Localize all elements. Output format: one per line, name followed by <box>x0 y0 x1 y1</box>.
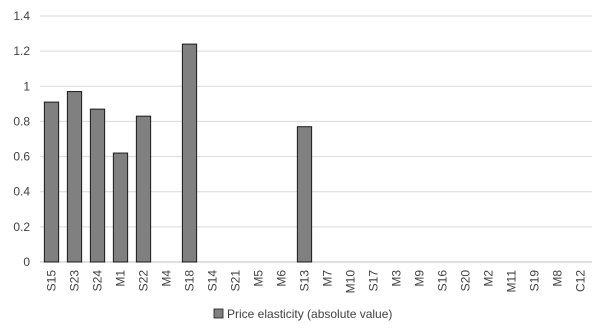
y-axis-tick-labels: 0 0.2 0.4 0.6 0.8 1 1.2 1.4 <box>13 9 30 269</box>
x-tick-label: M10 <box>344 270 358 294</box>
bar-m1 <box>112 152 129 263</box>
legend: Price elasticity (absolute value) <box>213 307 392 321</box>
x-tick-label: S20 <box>459 270 473 292</box>
bar-s18 <box>181 43 198 263</box>
y-tick-label: 0.2 <box>13 220 30 234</box>
x-tick-label: C12 <box>574 270 588 292</box>
bar-s23 <box>66 91 83 263</box>
y-tick-label: 0.6 <box>13 150 30 164</box>
x-tick-label: S21 <box>229 270 243 292</box>
x-tick-label: S13 <box>298 270 312 292</box>
x-tick-label: M11 <box>505 270 519 293</box>
x-tick-label: S18 <box>183 270 197 292</box>
legend-swatch <box>213 308 224 319</box>
x-tick-label: S19 <box>528 270 542 292</box>
x-tick-label: M2 <box>482 270 496 287</box>
bar-s22 <box>135 115 152 263</box>
legend-label: Price elasticity (absolute value) <box>227 307 392 321</box>
x-tick-label: S15 <box>45 270 59 292</box>
x-tick-label: S24 <box>91 270 105 292</box>
y-tick-label: 0.4 <box>13 185 30 199</box>
y-tick-label: 1 <box>23 79 30 93</box>
x-tick-label: S16 <box>436 270 450 292</box>
x-tick-label: M5 <box>252 270 266 287</box>
x-tick-label: M3 <box>390 270 404 287</box>
bars <box>43 43 313 263</box>
x-tick-label: S17 <box>367 270 381 292</box>
x-tick-label: M1 <box>114 270 128 287</box>
gridlines <box>40 15 592 263</box>
x-tick-label: S22 <box>137 270 151 292</box>
y-tick-label: 0 <box>23 255 30 269</box>
bar-s15 <box>43 101 60 263</box>
y-tick-label: 1.4 <box>13 9 30 23</box>
x-tick-label: M6 <box>275 270 289 287</box>
x-tick-label: M9 <box>413 270 427 287</box>
bar-s13 <box>296 126 313 263</box>
y-tick-label: 1.2 <box>13 44 30 58</box>
x-tick-label: M8 <box>551 270 565 287</box>
x-tick-label: S23 <box>68 270 82 292</box>
x-tick-label: M4 <box>160 270 174 287</box>
y-tick-label: 0.8 <box>13 114 30 128</box>
x-tick-label: M7 <box>321 270 335 287</box>
bar-s24 <box>89 108 106 263</box>
x-tick-label: S14 <box>206 270 220 292</box>
x-axis-tick-labels: S15 S23 S24 M1 S22 M4 S18 S14 S21 M5 M6 S13 M7 M10 S17… <box>45 270 588 294</box>
